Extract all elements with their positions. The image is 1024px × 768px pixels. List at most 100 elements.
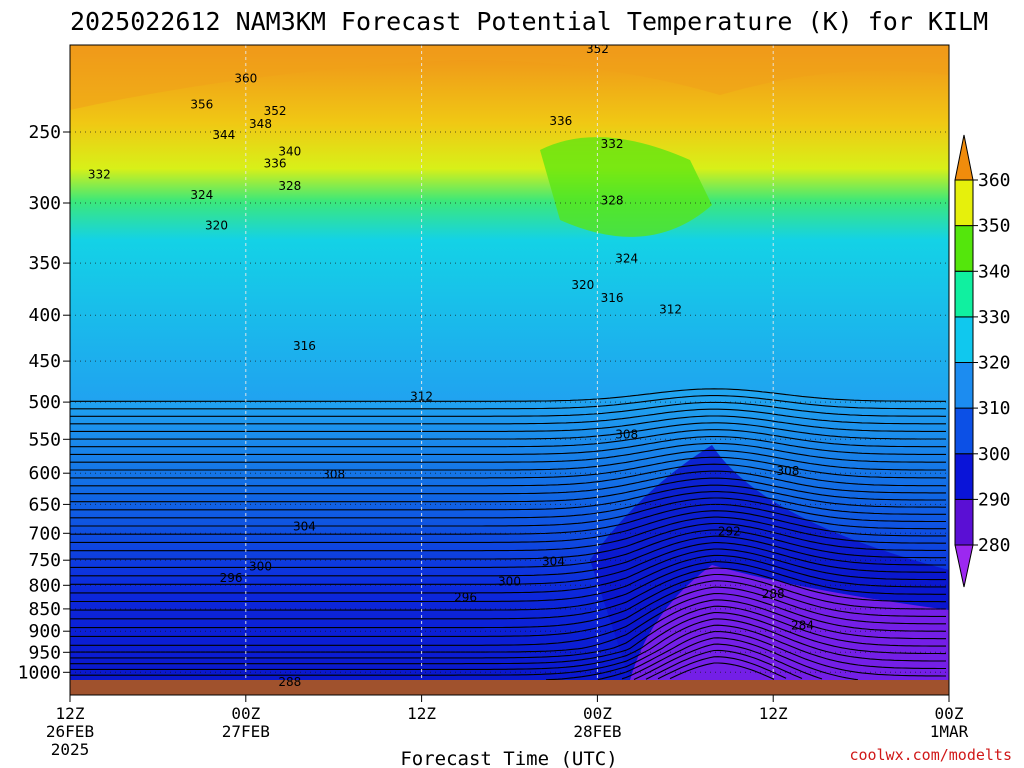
x-tick-label: 00Z (583, 704, 612, 723)
colorbar-label: 320 (978, 353, 1011, 374)
x-tick-label: 00Z (231, 704, 260, 723)
isotherm-line (70, 554, 946, 603)
isotherm-line (70, 605, 946, 665)
isotherm-line (70, 435, 946, 455)
isotherm-line (70, 388, 946, 402)
contour-label: 324 (615, 252, 638, 266)
colorbar-segment (954, 498, 974, 546)
contour-label: 304 (542, 555, 565, 569)
x-tick-label: 27FEB (222, 722, 270, 741)
isotherm-line (545, 624, 946, 681)
y-tick-label: 450 (28, 351, 61, 372)
colorbar-label: 290 (978, 489, 1011, 510)
isotherm-line (70, 497, 946, 527)
isotherm-line (70, 592, 947, 653)
colorbar-segment (954, 407, 974, 455)
isotherm-line (70, 395, 947, 410)
x-tick-label: 12Z (759, 704, 788, 723)
contour-label: 316 (293, 339, 316, 353)
contour-label: 312 (410, 390, 433, 404)
isotherm-line (70, 599, 946, 659)
colorbar-segment (954, 270, 974, 318)
isotherm-line (70, 573, 946, 629)
y-tick-label: 850 (28, 599, 61, 620)
isotherm-line (70, 442, 946, 463)
y-tick-label: 500 (28, 392, 61, 413)
colorbar-label: 340 (978, 261, 1011, 282)
colorbar-segment (954, 225, 974, 272)
contour-label: 328 (278, 179, 301, 193)
y-tick-label: 1000 (18, 662, 61, 683)
isotherm-line (645, 649, 803, 680)
y-tick-label: 950 (28, 642, 61, 663)
y-tick-label: 250 (28, 122, 61, 143)
contour-label: 336 (264, 156, 287, 170)
colorbar-label: 310 (978, 398, 1011, 419)
isotherm-line (70, 548, 946, 594)
x-tick-label: 28FEB (573, 722, 621, 741)
isotherm-line (70, 477, 946, 503)
y-tick-label: 300 (28, 193, 61, 214)
contour-label: 352 (264, 104, 287, 118)
contour-label: 300 (249, 559, 272, 573)
contour-label: 324 (190, 188, 213, 202)
isotherm-line (70, 618, 946, 676)
x-tick-label: 00Z (935, 704, 964, 723)
isotherm-line (70, 401, 946, 417)
contour-label: 320 (571, 278, 594, 292)
isotherm-line (70, 449, 946, 471)
isotherm-line (597, 630, 946, 681)
contour-label: 316 (601, 291, 624, 305)
isotherm-line (657, 656, 787, 680)
x-tick-label: 26FEB (46, 722, 94, 741)
contour-label: 288 (762, 587, 785, 601)
isotherm-line (633, 643, 823, 680)
colorbar-label: 300 (978, 444, 1011, 465)
contour-label: 328 (601, 193, 624, 207)
contour-label: 296 (220, 571, 243, 585)
isotherm-line (70, 580, 946, 637)
colorbar-extend-bottom (954, 544, 974, 588)
contour-label: 356 (190, 98, 213, 112)
contour-label: 336 (549, 114, 572, 128)
contour-label: 360 (234, 72, 257, 86)
x-axis-label: Forecast Time (UTC) (400, 748, 617, 768)
isotherm-line (70, 567, 946, 620)
isotherm-line (70, 484, 946, 511)
isotherm-line (70, 463, 947, 487)
isotherm-line (70, 535, 946, 577)
contour-label: 332 (88, 168, 111, 182)
credit-text: coolwx.com/modelts (849, 746, 1012, 764)
contour-label: 304 (293, 520, 316, 534)
contour-label: 292 (718, 525, 741, 539)
contour-label: 320 (205, 219, 228, 233)
isotherm-line (669, 662, 775, 680)
isotherm-line (70, 470, 946, 495)
isotherm-line (70, 456, 946, 479)
contour-label: 296 (454, 590, 477, 604)
contour-label: 352 (586, 42, 609, 56)
isotherm-line (70, 612, 946, 670)
contour-label: 284 (791, 619, 814, 633)
isotherm-line (70, 522, 946, 560)
contour-label: 300 (498, 574, 521, 588)
contour-label: 344 (212, 128, 235, 142)
chart-title: 2025022612 NAM3KM Forecast Potential Tem… (70, 7, 988, 36)
colorbar-label: 280 (978, 535, 1011, 556)
y-tick-label: 750 (28, 550, 61, 571)
colorbar-extend-top (954, 134, 974, 181)
plot-frame (69, 44, 950, 696)
x-tick-label: 12Z (407, 704, 436, 723)
y-tick-label: 700 (28, 523, 61, 544)
y-tick-label: 650 (28, 494, 61, 515)
y-tick-label: 900 (28, 621, 61, 642)
y-tick-label: 350 (28, 253, 61, 274)
colorbar-label: 330 (978, 307, 1011, 328)
isotherm-line (70, 503, 946, 535)
contour-label: 348 (249, 117, 272, 131)
y-axis: 2503003504004505005506006507007508008509… (18, 122, 70, 683)
y-tick-label: 400 (28, 305, 61, 326)
